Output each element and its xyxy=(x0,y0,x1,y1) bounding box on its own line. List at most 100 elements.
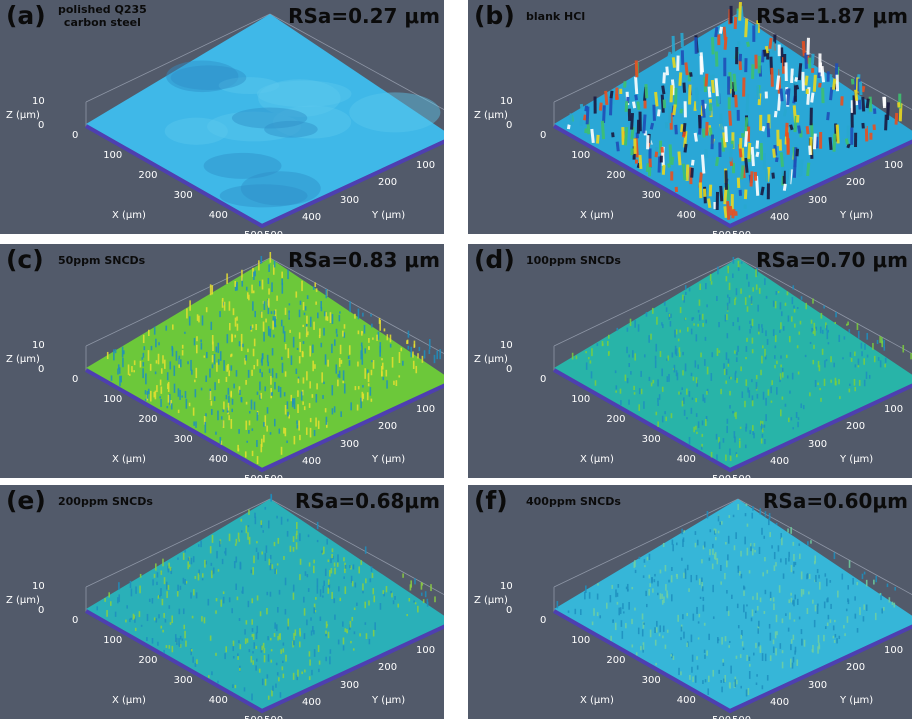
condition-line: 200ppm SNCDs xyxy=(58,495,153,508)
surface-peak xyxy=(566,124,571,130)
surface-peak xyxy=(719,185,724,202)
surface-peak xyxy=(773,144,778,156)
y-tick: 400 xyxy=(302,456,322,468)
surface-peak xyxy=(805,126,810,135)
x-tick: 300 xyxy=(173,675,193,686)
condition-label: 50ppm SNCDs xyxy=(58,254,145,267)
surface-peak xyxy=(756,85,761,100)
y-tick: 300 xyxy=(808,438,828,450)
panel-letter: (d) xyxy=(474,245,515,274)
surface-peak xyxy=(669,85,674,103)
base-edge xyxy=(85,124,444,229)
surface-peak xyxy=(728,71,733,90)
condition-line: blank HCl xyxy=(526,10,586,23)
base-edge xyxy=(553,124,912,229)
surface-peak xyxy=(804,75,809,86)
surface-peak xyxy=(818,82,822,88)
y-tick: 300 xyxy=(808,194,828,206)
surface-peak xyxy=(701,99,706,118)
x-tick: 400 xyxy=(208,454,228,465)
x-tick: 200 xyxy=(606,655,626,666)
surface-peak xyxy=(723,36,728,50)
y-axis-label: Y (μm) xyxy=(372,695,406,706)
surface-peak xyxy=(759,143,764,161)
x-axis-label: X (μm) xyxy=(580,210,614,221)
surface-peak xyxy=(808,145,812,155)
x-tick: 300 xyxy=(641,190,661,201)
surface-peak xyxy=(784,122,789,137)
z-axis-label: Z (μm) xyxy=(474,354,508,365)
y-tick: 400 xyxy=(302,697,322,709)
surface-peak xyxy=(718,26,724,34)
x-axis-label: X (μm) xyxy=(580,695,614,706)
surface-peak xyxy=(623,126,629,146)
x-axis-label: X (μm) xyxy=(112,454,146,465)
rsa-value: RSa=0.70 μm xyxy=(756,248,908,272)
surface-peak xyxy=(806,37,810,55)
surface-peak xyxy=(797,63,803,81)
surface-peak xyxy=(806,162,811,177)
surface-peak xyxy=(656,109,661,117)
surface-peak xyxy=(744,157,749,173)
z-tick-0: 0 xyxy=(38,605,45,616)
surface-peak xyxy=(794,76,799,82)
surface-peak xyxy=(680,124,684,133)
surface-peak xyxy=(674,87,678,108)
surface-peak xyxy=(707,86,712,98)
y-tick: 100 xyxy=(416,644,436,656)
y-tick: 500 xyxy=(732,715,751,719)
frame-line xyxy=(737,13,912,111)
z-tick-10: 10 xyxy=(500,581,513,592)
surface-peak xyxy=(630,112,634,130)
surface-plot xyxy=(85,493,444,714)
y-tick: 100 xyxy=(884,159,904,171)
surface-peak xyxy=(766,122,771,138)
surface-peak xyxy=(820,65,826,83)
surface-mottle xyxy=(240,171,321,206)
panel-letter: (a) xyxy=(6,1,46,30)
x-tick: 100 xyxy=(103,150,123,161)
base-edge xyxy=(553,368,912,473)
y-tick: 300 xyxy=(808,679,828,691)
y-tick: 500 xyxy=(264,715,283,719)
x-tick: 300 xyxy=(641,434,661,445)
surface-peak xyxy=(793,115,798,133)
surface-peak xyxy=(680,32,684,48)
surface-peak xyxy=(657,156,662,173)
surface-peak xyxy=(795,148,800,157)
z-axis-label: Z (μm) xyxy=(6,354,40,365)
surface-peak xyxy=(806,87,811,105)
surface-peak xyxy=(810,123,814,137)
surface-peak xyxy=(724,126,728,143)
x-tick: 400 xyxy=(676,695,696,706)
panel-a: (a) polished Q235 carbon steel RSa=0.27 μm Z… xyxy=(0,0,444,234)
x-tick: 200 xyxy=(138,414,158,425)
surface-peak xyxy=(749,171,754,187)
surface-peak xyxy=(671,57,677,68)
rsa-value: RSa=0.68μm xyxy=(295,489,440,513)
frame-line xyxy=(737,257,912,355)
surface-peak xyxy=(797,159,802,178)
surface-peak xyxy=(764,45,769,54)
surface-peak xyxy=(598,102,603,111)
y-axis-label: Y (μm) xyxy=(840,695,874,706)
surface-peak xyxy=(854,89,859,101)
x-tick: 400 xyxy=(676,210,696,221)
x-tick: 0 xyxy=(72,615,79,626)
surface-peak xyxy=(732,73,738,92)
surface-peak xyxy=(649,122,655,130)
z-axis-label: Z (μm) xyxy=(6,110,40,121)
surface-peak xyxy=(795,84,800,90)
x-tick: 200 xyxy=(606,414,626,425)
rsa-value: RSa=0.27 μm xyxy=(288,4,440,28)
x-tick: 200 xyxy=(138,655,158,666)
surface-peak xyxy=(690,159,695,166)
condition-line: polished Q235 xyxy=(58,3,147,16)
condition-label: 200ppm SNCDs xyxy=(58,495,153,508)
surface-peak xyxy=(654,91,659,107)
x-tick: 400 xyxy=(208,695,228,706)
y-tick: 500 xyxy=(732,474,751,478)
surface-peak xyxy=(779,88,784,102)
surface-peak xyxy=(894,112,899,125)
surface-peak xyxy=(710,79,716,93)
